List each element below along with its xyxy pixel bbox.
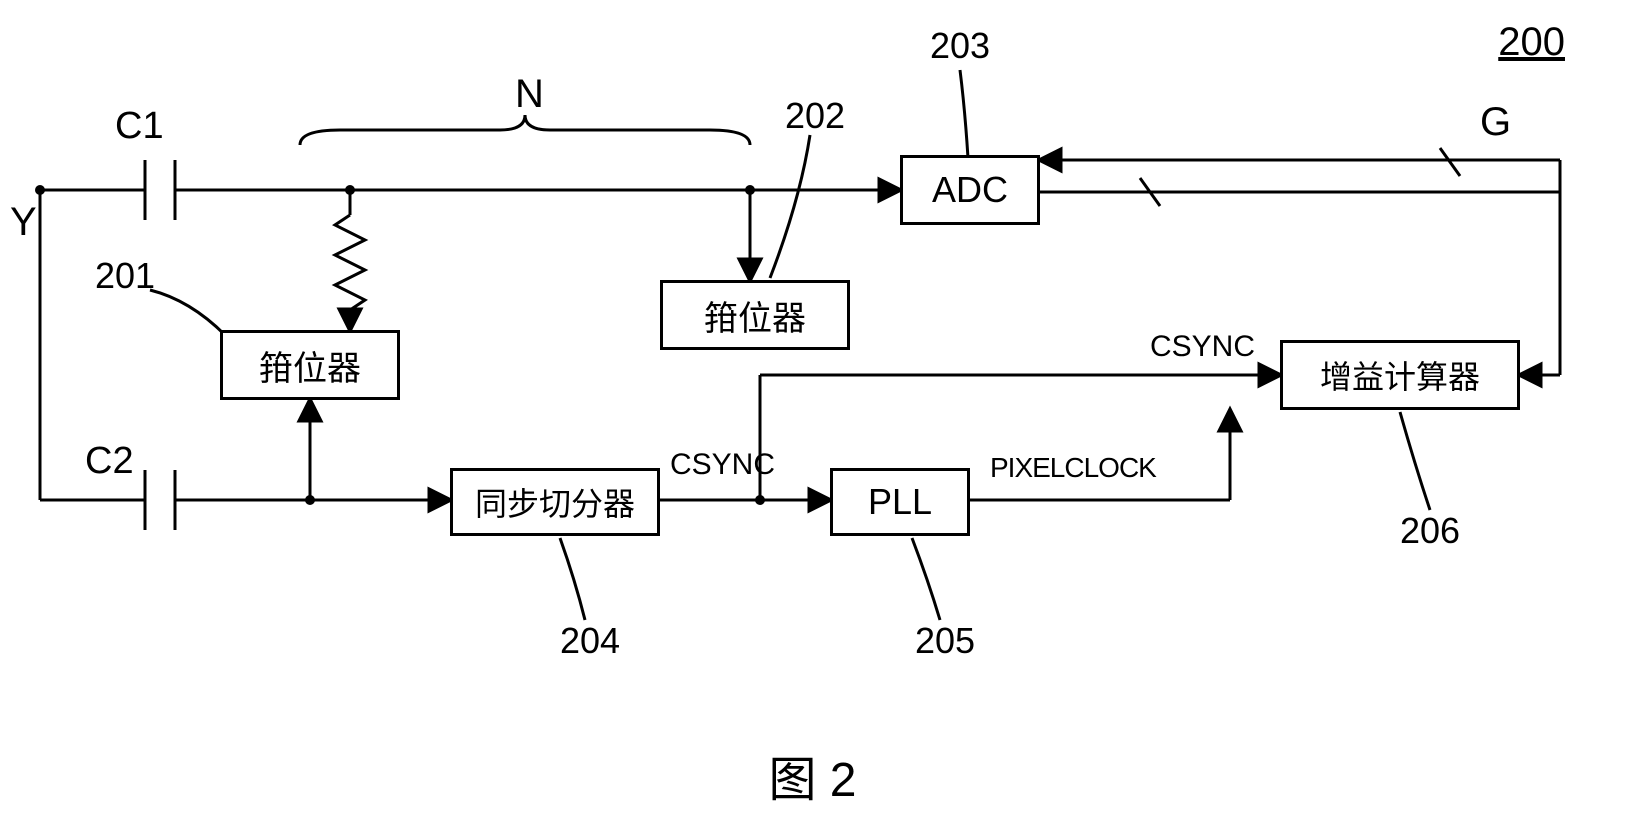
block-clamp2: 箝位器 <box>660 280 850 350</box>
label-c1: C1 <box>115 105 164 148</box>
block-gaincalc-label: 增益计算器 <box>1320 352 1480 398</box>
ref-206: 206 <box>1400 510 1460 552</box>
label-csync-1: CSYNC <box>670 448 775 482</box>
label-node-n: N <box>515 72 544 117</box>
ref-201: 201 <box>95 255 155 297</box>
label-input-y: Y <box>10 200 37 245</box>
diagram-stage: 箝位器 箝位器 ADC 同步切分器 PLL 增益计算器 Y C1 C2 N G … <box>0 0 1625 834</box>
block-adc-label: ADC <box>932 169 1008 211</box>
block-pll-label: PLL <box>868 481 932 523</box>
label-c2: C2 <box>85 440 134 483</box>
ref-205: 205 <box>915 620 975 662</box>
label-pixelclock: PIXELCLOCK <box>990 452 1156 484</box>
block-gaincalc: 增益计算器 <box>1280 340 1520 410</box>
block-clamp1-label: 箝位器 <box>259 341 361 390</box>
ref-202: 202 <box>785 95 845 137</box>
block-clamp1: 箝位器 <box>220 330 400 400</box>
block-syncslicer: 同步切分器 <box>450 468 660 536</box>
figure-id: 200 <box>1498 20 1565 65</box>
block-clamp2-label: 箝位器 <box>704 291 806 340</box>
figure-caption: 图 2 <box>0 740 1625 810</box>
ref-204: 204 <box>560 620 620 662</box>
label-csync-2: CSYNC <box>1150 330 1255 364</box>
block-pll: PLL <box>830 468 970 536</box>
block-adc: ADC <box>900 155 1040 225</box>
block-syncslicer-label: 同步切分器 <box>475 479 635 525</box>
ref-203: 203 <box>930 25 990 67</box>
label-gain-g: G <box>1480 100 1511 145</box>
